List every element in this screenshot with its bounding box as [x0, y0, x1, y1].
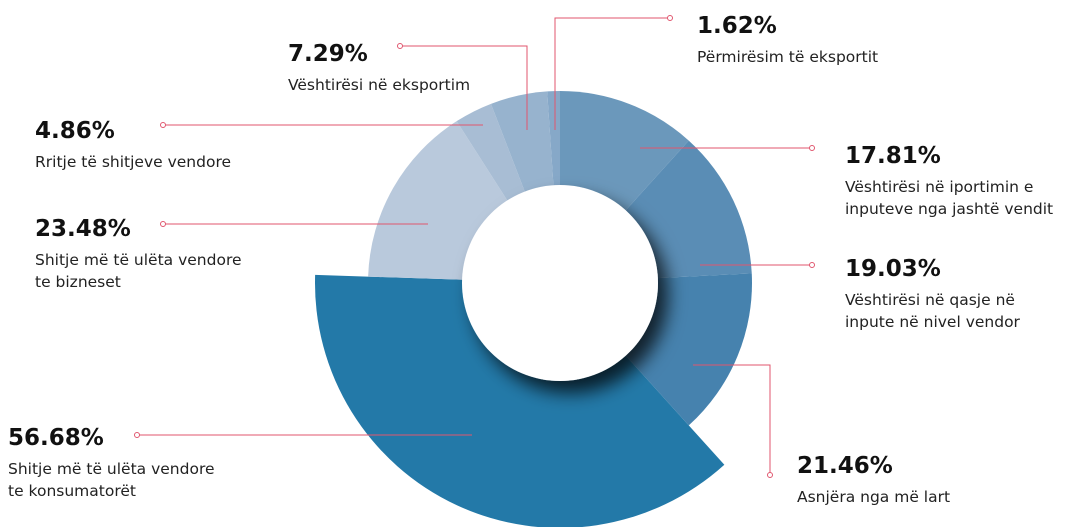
- donut-hole: [462, 185, 658, 381]
- value-label: 7.29%: [288, 41, 368, 67]
- category-label: Shitje më të ulëta vendore: [8, 460, 215, 478]
- category-label: Rritje të shitjeve vendore: [35, 153, 231, 171]
- leader-dot: [134, 432, 140, 438]
- value-label: 1.62%: [697, 13, 777, 39]
- category-label: Shitje më të ulëta vendore: [35, 251, 242, 269]
- category-label: Asnjëra nga më lart: [797, 488, 950, 506]
- leader-dot: [397, 43, 403, 49]
- value-label: 23.48%: [35, 216, 131, 242]
- category-label: inputeve nga jashtë vendit: [845, 200, 1053, 218]
- value-label: 21.46%: [797, 453, 893, 479]
- leader-line: [554, 17, 670, 130]
- leader-dot: [809, 262, 815, 268]
- leader-line: [400, 45, 528, 130]
- value-label: 56.68%: [8, 425, 104, 451]
- value-label: 4.86%: [35, 118, 115, 144]
- value-label: 17.81%: [845, 143, 941, 169]
- category-label: Vështirësi në qasje në: [845, 291, 1015, 309]
- leader-line: [693, 364, 771, 475]
- category-label: Përmirësim të eksportit: [697, 48, 878, 66]
- leader-dot: [160, 221, 166, 227]
- value-label: 19.03%: [845, 256, 941, 282]
- category-label: te konsumatorët: [8, 482, 136, 500]
- category-label: Vështirësi në eksportim: [288, 76, 470, 94]
- category-label: te bizneset: [35, 273, 121, 291]
- leader-dot: [667, 15, 673, 21]
- leader-dot: [767, 472, 773, 478]
- category-label: inpute në nivel vendor: [845, 313, 1021, 331]
- leader-dot: [160, 122, 166, 128]
- leader-dot: [809, 145, 815, 151]
- category-label: Vështirësi në iportimin e: [845, 178, 1033, 196]
- slice: [315, 274, 725, 527]
